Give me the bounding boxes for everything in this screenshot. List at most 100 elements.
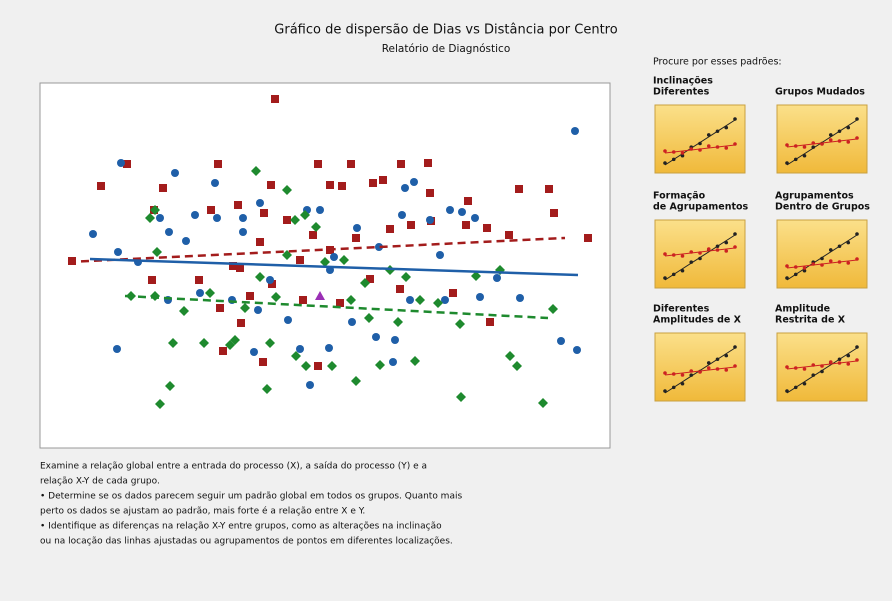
point <box>471 271 481 281</box>
point <box>320 257 330 267</box>
point <box>311 222 321 232</box>
thumbnail-dot <box>663 149 667 153</box>
point <box>353 224 361 232</box>
point <box>515 185 523 193</box>
pattern-label: Diferentes <box>653 87 710 98</box>
point <box>397 160 405 168</box>
thumbnail-dot <box>793 366 798 370</box>
point <box>214 160 222 168</box>
point <box>557 337 565 345</box>
panel-heading: Procure por esses padrões: <box>653 57 782 68</box>
point <box>199 338 209 348</box>
point <box>234 201 242 209</box>
thumbnail-dot <box>671 272 676 277</box>
point <box>360 278 370 288</box>
point <box>260 209 268 217</box>
point <box>325 344 333 352</box>
pattern-label: Amplitude <box>775 304 830 315</box>
point <box>396 285 404 293</box>
point <box>268 280 276 288</box>
point <box>436 251 444 259</box>
point <box>306 381 314 389</box>
point <box>571 127 579 135</box>
point <box>393 317 403 327</box>
point <box>97 182 105 190</box>
point <box>117 159 125 167</box>
point <box>171 169 179 177</box>
thumbnail-dot <box>837 139 842 143</box>
thumbnail-dot <box>671 253 676 257</box>
thumbnail-dot <box>820 364 824 368</box>
point <box>246 292 254 300</box>
note-line: • Identifique as diferenças na relação X… <box>40 522 442 532</box>
thumbnail-dot <box>802 153 807 158</box>
thumbnail-dot <box>855 257 859 261</box>
point <box>505 231 513 239</box>
point <box>271 95 279 103</box>
thumbnail-dot <box>715 367 720 371</box>
point <box>299 296 307 304</box>
thumbnail-dot <box>785 143 789 147</box>
thumbnail-dot <box>837 357 842 362</box>
point <box>267 181 275 189</box>
point <box>205 288 215 298</box>
point <box>505 351 515 361</box>
thumbnail-dot <box>802 145 807 149</box>
point <box>195 276 203 284</box>
title: Gráfico de dispersão de Dias vs Distânci… <box>274 23 617 38</box>
point <box>296 256 304 264</box>
point <box>165 228 173 236</box>
note-line: perto os dados se ajustam ao padrão, mai… <box>40 506 365 517</box>
point <box>347 160 355 168</box>
point <box>266 276 274 284</box>
thumbnail <box>776 104 868 174</box>
point <box>379 176 387 184</box>
point <box>230 335 240 345</box>
point <box>326 181 334 189</box>
thumbnail-dot <box>837 361 842 365</box>
thumbnail-dot <box>811 373 816 377</box>
thumbnail-dot <box>802 367 807 371</box>
point <box>386 225 394 233</box>
point <box>301 361 311 371</box>
point <box>426 189 434 197</box>
point <box>389 358 397 366</box>
thumbnail-dot <box>724 353 729 358</box>
thumbnail-dot <box>698 370 702 374</box>
thumbnail-dot <box>724 146 729 150</box>
pattern-label: Agrupamentos <box>775 191 854 202</box>
point <box>179 306 189 316</box>
point <box>449 289 457 297</box>
point <box>282 185 292 195</box>
point <box>573 346 581 354</box>
point <box>471 214 479 222</box>
note-line: ou na locação das linhas ajustadas ou ag… <box>40 537 453 547</box>
thumbnail-dot <box>828 360 833 364</box>
thumbnail-dot <box>846 261 851 265</box>
thumbnail-dot <box>828 259 833 263</box>
point <box>314 362 322 370</box>
thumbnail-dot <box>706 144 711 148</box>
point <box>229 262 237 270</box>
point <box>316 206 324 214</box>
point <box>548 304 558 314</box>
thumbnail-dot <box>724 125 729 130</box>
point <box>364 313 374 323</box>
point <box>483 224 491 232</box>
thumbnail-dot <box>680 151 685 155</box>
point <box>265 338 275 348</box>
point <box>148 276 156 284</box>
thumbnail-dot <box>698 148 702 152</box>
thumbnail-dot <box>663 389 667 393</box>
thumbnail-dot <box>828 138 833 142</box>
thumbnail-dot <box>785 264 789 268</box>
pattern-label: Formação <box>653 191 706 202</box>
point <box>283 216 291 224</box>
point <box>339 255 349 265</box>
center-marker <box>315 291 325 300</box>
point <box>410 356 420 366</box>
thumbnail-dot <box>671 372 676 376</box>
thumbnail-dot <box>846 362 851 366</box>
thumbnail-dot <box>846 353 851 358</box>
